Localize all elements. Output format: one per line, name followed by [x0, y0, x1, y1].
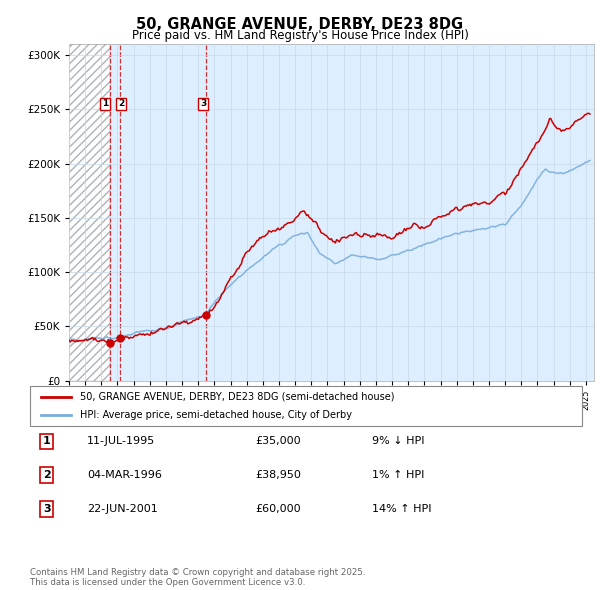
- Text: 3: 3: [200, 100, 206, 109]
- Text: Contains HM Land Registry data © Crown copyright and database right 2025.
This d: Contains HM Land Registry data © Crown c…: [30, 568, 365, 587]
- Text: £38,950: £38,950: [255, 470, 301, 480]
- Text: 1: 1: [43, 437, 50, 446]
- Text: £60,000: £60,000: [255, 504, 301, 514]
- Text: 14% ↑ HPI: 14% ↑ HPI: [372, 504, 431, 514]
- Text: HPI: Average price, semi-detached house, City of Derby: HPI: Average price, semi-detached house,…: [80, 410, 352, 420]
- Text: 1: 1: [102, 100, 108, 109]
- Text: 3: 3: [43, 504, 50, 514]
- Text: 50, GRANGE AVENUE, DERBY, DE23 8DG: 50, GRANGE AVENUE, DERBY, DE23 8DG: [136, 17, 464, 32]
- Text: 1% ↑ HPI: 1% ↑ HPI: [372, 470, 424, 480]
- Text: 22-JUN-2001: 22-JUN-2001: [87, 504, 158, 514]
- Text: 2: 2: [43, 470, 50, 480]
- Bar: [69, 44, 110, 381]
- Text: £35,000: £35,000: [255, 437, 301, 446]
- Text: 9% ↓ HPI: 9% ↓ HPI: [372, 437, 425, 446]
- FancyBboxPatch shape: [30, 386, 582, 426]
- Text: 04-MAR-1996: 04-MAR-1996: [87, 470, 162, 480]
- Text: Price paid vs. HM Land Registry's House Price Index (HPI): Price paid vs. HM Land Registry's House …: [131, 29, 469, 42]
- Text: 2: 2: [118, 100, 124, 109]
- Text: 50, GRANGE AVENUE, DERBY, DE23 8DG (semi-detached house): 50, GRANGE AVENUE, DERBY, DE23 8DG (semi…: [80, 392, 394, 402]
- Text: 11-JUL-1995: 11-JUL-1995: [87, 437, 155, 446]
